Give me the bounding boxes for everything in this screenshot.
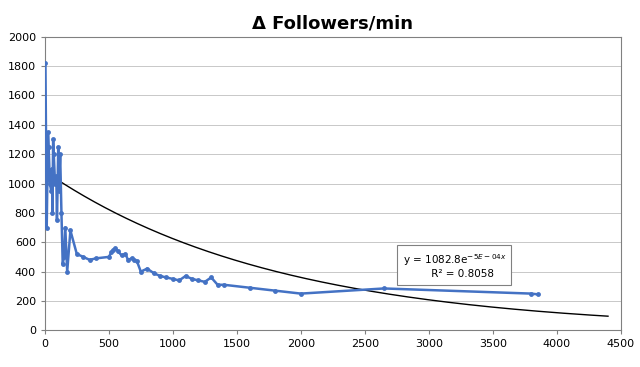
Text: y = 1082.8e$^{-5E-04x}$
     R² = 0.8058: y = 1082.8e$^{-5E-04x}$ R² = 0.8058 bbox=[403, 252, 506, 279]
Title: Δ Followers/min: Δ Followers/min bbox=[252, 14, 413, 32]
